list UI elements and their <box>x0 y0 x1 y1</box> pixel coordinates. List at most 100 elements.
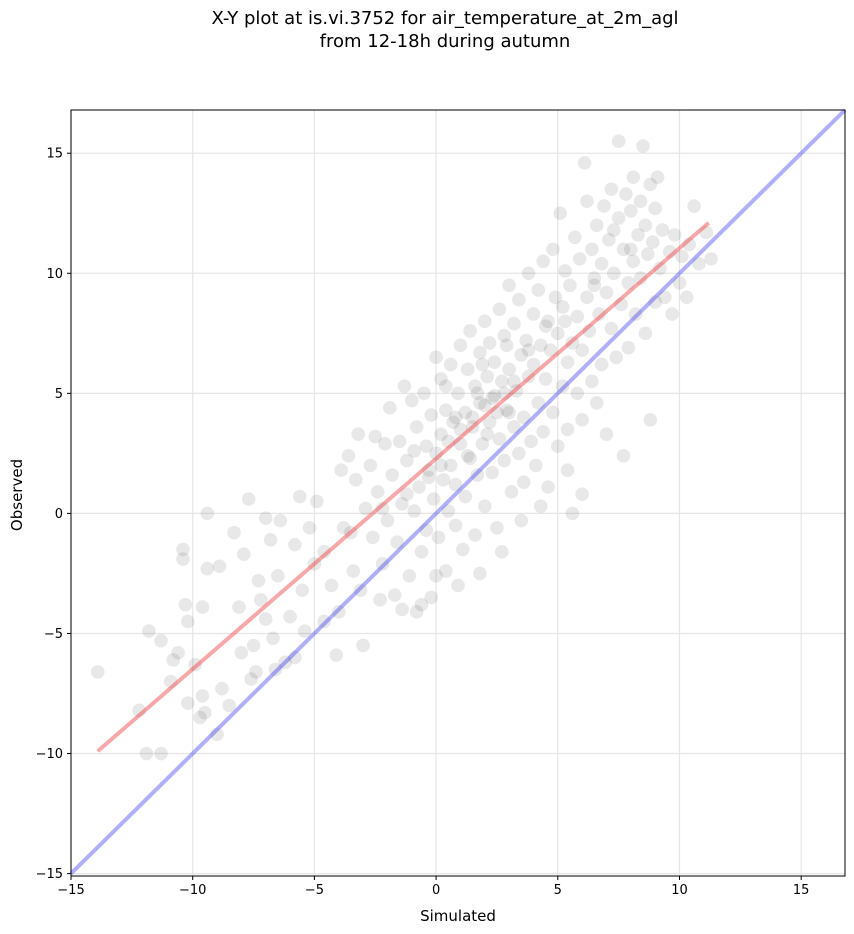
data-point <box>373 593 387 607</box>
chart-title-line-1: X-Y plot at is.vi.3752 for air_temperatu… <box>211 8 678 29</box>
data-point <box>521 266 536 281</box>
data-point <box>536 424 550 439</box>
data-point <box>200 561 215 576</box>
data-point <box>453 422 468 437</box>
data-point <box>514 348 529 362</box>
data-point <box>611 134 626 149</box>
data-point <box>597 199 611 213</box>
data-point <box>414 597 429 612</box>
data-point <box>485 391 499 405</box>
data-point <box>619 187 633 201</box>
data-point <box>351 427 366 441</box>
data-point <box>178 597 193 612</box>
data-point <box>348 472 363 487</box>
data-point <box>624 204 638 218</box>
data-point <box>176 552 190 566</box>
data-point <box>429 569 443 583</box>
data-point <box>424 590 439 605</box>
data-point <box>490 405 504 420</box>
data-point <box>477 499 492 514</box>
data-point <box>655 223 670 237</box>
data-point <box>395 497 409 511</box>
fit-lines <box>69 108 847 876</box>
data-point <box>441 434 456 449</box>
data-point <box>594 357 609 372</box>
data-point <box>324 578 339 593</box>
data-point <box>665 307 679 321</box>
data-point <box>439 379 453 393</box>
data-point <box>453 338 468 353</box>
data-point <box>271 569 285 583</box>
data-point <box>215 681 229 696</box>
data-point <box>704 252 718 266</box>
x-tick-label: −5 <box>305 883 324 898</box>
data-point <box>550 439 565 453</box>
data-point <box>341 448 356 463</box>
data-point <box>358 501 373 516</box>
data-point <box>421 463 436 477</box>
data-point <box>546 405 560 420</box>
data-point <box>531 396 546 410</box>
data-point <box>516 475 531 489</box>
data-point <box>473 396 487 410</box>
data-point <box>400 453 414 468</box>
data-point <box>336 521 351 535</box>
chart-title-line-2: from 12-18h during autumn <box>320 31 571 52</box>
data-point <box>237 547 251 562</box>
data-point <box>533 338 548 353</box>
y-axis-label: Observed <box>8 459 26 531</box>
data-point <box>575 412 589 427</box>
data-point <box>421 470 436 485</box>
data-point <box>402 569 417 583</box>
data-point <box>453 436 468 451</box>
plot-frame <box>70 109 846 877</box>
data-point <box>560 463 575 477</box>
data-point <box>395 602 409 617</box>
data-point <box>482 336 497 350</box>
data-point <box>458 489 473 504</box>
data-point <box>434 458 448 473</box>
data-point <box>434 372 448 386</box>
data-point <box>499 403 514 417</box>
data-point <box>636 139 650 153</box>
data-point <box>585 242 599 257</box>
data-point <box>568 230 582 245</box>
data-point <box>521 343 536 357</box>
data-point <box>580 290 594 305</box>
data-point <box>448 518 463 533</box>
data-point <box>166 653 181 667</box>
data-point <box>460 362 475 377</box>
data-point <box>258 511 273 526</box>
data-point <box>587 278 602 293</box>
x-tick-label: 0 <box>432 883 440 898</box>
data-point <box>251 573 266 588</box>
data-point <box>650 170 665 185</box>
data-point <box>198 705 212 720</box>
data-point <box>392 434 407 449</box>
data-point <box>346 564 361 578</box>
y-tick-label: −10 <box>36 747 63 762</box>
data-point <box>497 386 512 401</box>
data-point <box>241 492 256 506</box>
data-point <box>628 307 643 321</box>
data-point <box>429 350 443 365</box>
data-point <box>602 232 616 247</box>
data-point <box>283 609 297 624</box>
data-point <box>521 369 536 384</box>
x-axis-label: Simulated <box>420 907 496 925</box>
data-point <box>555 379 570 393</box>
data-point <box>558 314 572 329</box>
data-point <box>616 448 631 463</box>
data-point <box>495 545 509 559</box>
data-point <box>227 525 241 540</box>
data-point <box>572 252 587 266</box>
data-point <box>587 271 602 285</box>
data-point <box>524 434 538 449</box>
data-point <box>645 235 660 249</box>
data-point <box>195 689 210 703</box>
data-point <box>509 384 524 398</box>
data-point <box>292 489 307 504</box>
y-axis-ticks: −15 −10 −5 0 5 10 15 <box>36 147 71 882</box>
data-point <box>526 307 541 321</box>
data-point <box>353 583 368 598</box>
